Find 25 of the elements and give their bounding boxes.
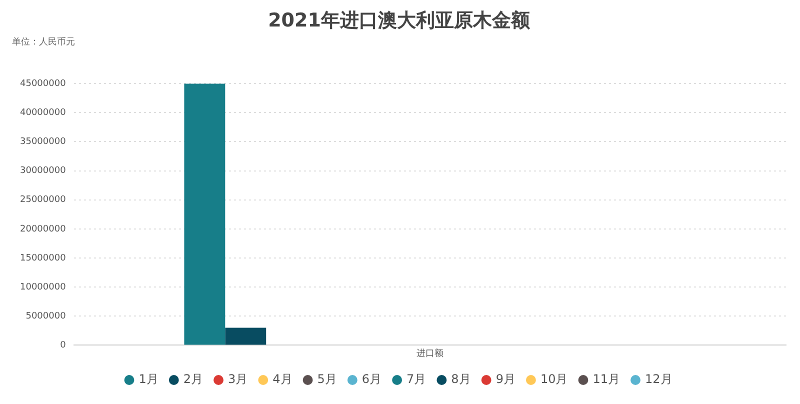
y-tick-label: 45000000: [20, 78, 66, 89]
y-tick-label: 35000000: [20, 137, 66, 148]
y-tick-label: 25000000: [20, 195, 66, 206]
legend-label: 4月: [272, 372, 292, 386]
y-tick-label: 5000000: [26, 311, 66, 322]
legend-label: 12月: [644, 372, 672, 386]
legend-label: 5月: [317, 372, 337, 386]
y-tick-label: 10000000: [20, 282, 66, 292]
legend-label: 10月: [540, 372, 568, 386]
y-tick-label: 0: [60, 340, 66, 351]
legend-label: 9月: [496, 372, 516, 386]
y-tick-label: 20000000: [20, 224, 66, 234]
chart-subtitle: 单位：人民币元: [12, 36, 75, 48]
legend-label: 6月: [362, 372, 382, 386]
y-tick-label: 40000000: [20, 108, 66, 118]
legend-label: 11月: [592, 372, 620, 386]
legend-label: 3月: [228, 372, 248, 386]
x-tick-label: 进口额: [416, 348, 444, 359]
chart-title: 2021年进口澳大利亚原木金额: [268, 9, 531, 32]
y-tick-label: 30000000: [20, 166, 66, 176]
y-tick-label: 15000000: [20, 253, 66, 264]
legend-label: 2月: [183, 372, 204, 386]
legend-label: 7月: [406, 372, 426, 386]
legend-label: 8月: [451, 372, 471, 386]
legend-label: 1月: [138, 372, 158, 386]
